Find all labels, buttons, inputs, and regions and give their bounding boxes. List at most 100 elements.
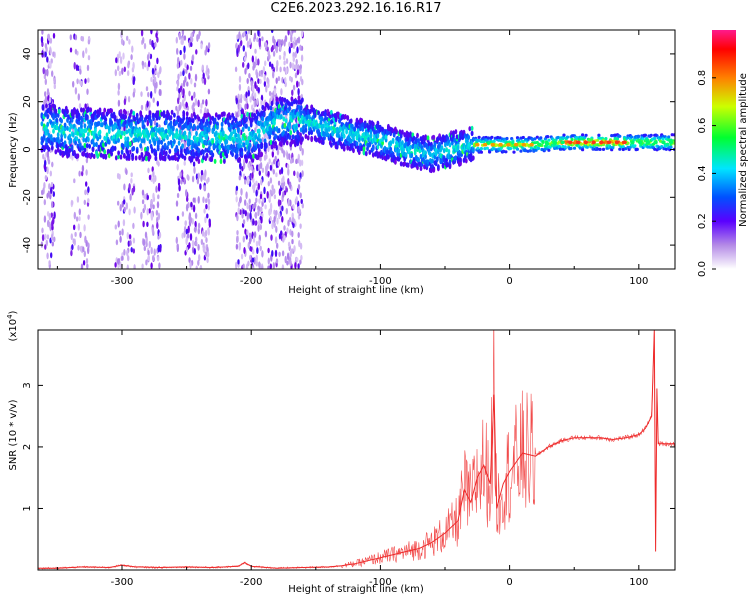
spectrogram-cell xyxy=(257,209,260,217)
spectrogram-cell xyxy=(264,60,267,67)
spectrogram-cell xyxy=(291,30,294,34)
spectrogram-cell xyxy=(242,263,245,269)
spectrogram-marks xyxy=(40,30,675,269)
spectrogram-cell xyxy=(53,211,56,220)
spectrogram-cell xyxy=(418,161,422,167)
spectrogram-cell xyxy=(258,239,261,247)
spectrogram-cell xyxy=(273,43,276,50)
spectrogram-cell xyxy=(44,51,47,58)
spectrogram-cell xyxy=(269,139,273,145)
spectrogram-cell xyxy=(296,171,299,179)
spectrogram-cell xyxy=(207,126,211,132)
spectrogram-cell xyxy=(277,180,281,186)
spectrogram-cell xyxy=(581,148,585,152)
spectrogram-cell xyxy=(271,222,274,230)
spectrogram-cell xyxy=(235,243,239,250)
spectrogram-cell xyxy=(123,153,126,159)
spectrogram-cell xyxy=(247,162,250,169)
spectrogram-cell xyxy=(207,88,211,95)
spectrogram-cell xyxy=(153,118,157,126)
spectrogram-cell xyxy=(196,177,200,185)
spectrogram-cell xyxy=(438,141,441,148)
spectrogram-cell xyxy=(192,30,196,34)
spectrogram-cell xyxy=(669,145,673,149)
spectrogram-cell xyxy=(191,143,195,149)
spectrogram-cell xyxy=(85,258,89,264)
spectrogram-cell xyxy=(458,149,461,155)
spectrogram-cell xyxy=(150,147,154,154)
spectrogram-cell xyxy=(361,122,365,128)
spectrogram-cell xyxy=(234,132,238,138)
spectrogram-cell xyxy=(288,121,291,127)
spectrogram-cell xyxy=(126,264,129,269)
spectrogram-cell xyxy=(156,216,159,224)
spectrogram-cell xyxy=(291,89,294,96)
spectrogram-cell xyxy=(183,141,186,149)
spectrogram-cell xyxy=(535,135,539,139)
spectrogram-cell xyxy=(84,127,88,133)
spectrogram-cell xyxy=(276,149,280,156)
spectrogram-cell xyxy=(185,237,188,246)
spectrogram-cell xyxy=(219,158,223,164)
spectrogram-cell xyxy=(213,118,217,124)
spectrogram-cell xyxy=(155,185,158,193)
spectrogram-cell xyxy=(199,265,203,269)
spectrogram-cell xyxy=(84,189,87,196)
spectrogram-cell xyxy=(416,132,419,138)
spectrogram-cell xyxy=(423,164,426,170)
spectrogram-cell xyxy=(142,238,146,247)
spectrogram-cell xyxy=(73,224,76,231)
spectrogram-cell xyxy=(114,224,118,230)
spectrogram-cell xyxy=(200,43,203,50)
spectrogram-cell xyxy=(387,154,390,160)
spectrogram-cell xyxy=(188,90,191,97)
spectrogram-cell xyxy=(399,161,403,167)
spectrogram-cell xyxy=(247,176,250,185)
spectrogram-cell xyxy=(203,77,207,86)
spectrogram-cell xyxy=(223,158,226,164)
spectrogram-cell xyxy=(69,137,73,143)
spectrogram-cell xyxy=(182,88,185,96)
spectrogram-cell xyxy=(185,111,189,117)
spectrogram-cell xyxy=(664,147,668,151)
spectrogram-cell xyxy=(335,144,339,150)
spectrogram-cell xyxy=(273,126,276,132)
spectrogram-cell xyxy=(368,149,372,155)
spectrogram-cell xyxy=(183,160,186,166)
spectrogram-cell xyxy=(180,178,183,185)
page-title: C2E6.2023.292.16.16.R17 xyxy=(270,1,442,16)
spectrogram-cell xyxy=(48,221,51,228)
spectrogram-cell xyxy=(288,101,291,107)
spectrogram-cell xyxy=(148,139,152,145)
spectrogram-cell xyxy=(261,265,264,269)
spectrogram-cell xyxy=(277,199,281,207)
spectrogram-cell xyxy=(154,151,158,157)
spectrogram-cell xyxy=(547,138,551,142)
spectrogram-cell xyxy=(50,186,53,195)
spectrogram-cell xyxy=(291,134,295,140)
spectrogram-cell xyxy=(139,132,143,138)
spectrogram-cell xyxy=(261,36,264,42)
spectrogram-cell xyxy=(141,189,145,196)
spectrogram-cell xyxy=(251,157,254,163)
spectrogram-cell xyxy=(376,133,380,139)
spectrogram-cell xyxy=(190,95,194,101)
spectrogram-cell xyxy=(148,208,151,214)
spectrogram-cell xyxy=(147,91,150,98)
spectrogram-cell xyxy=(185,228,189,235)
spectrogram-cell xyxy=(246,77,249,85)
spectrogram-cell xyxy=(74,34,78,41)
spectrogram-cell xyxy=(451,140,454,146)
spectrogram-cell xyxy=(192,123,196,129)
spectrogram-cell xyxy=(282,237,285,243)
spectrogram-cell xyxy=(152,97,155,103)
spectrogram-cell xyxy=(118,70,122,77)
spectrogram-cell xyxy=(227,122,231,128)
spectrogram-cell xyxy=(283,55,286,61)
spectrogram-cell xyxy=(79,231,82,239)
spectrogram-cell xyxy=(505,136,509,141)
spectrogram-cell xyxy=(115,239,119,246)
spectrogram-cell xyxy=(300,30,304,38)
spectrogram-cell xyxy=(168,155,172,161)
spectrogram-cell xyxy=(143,42,147,50)
